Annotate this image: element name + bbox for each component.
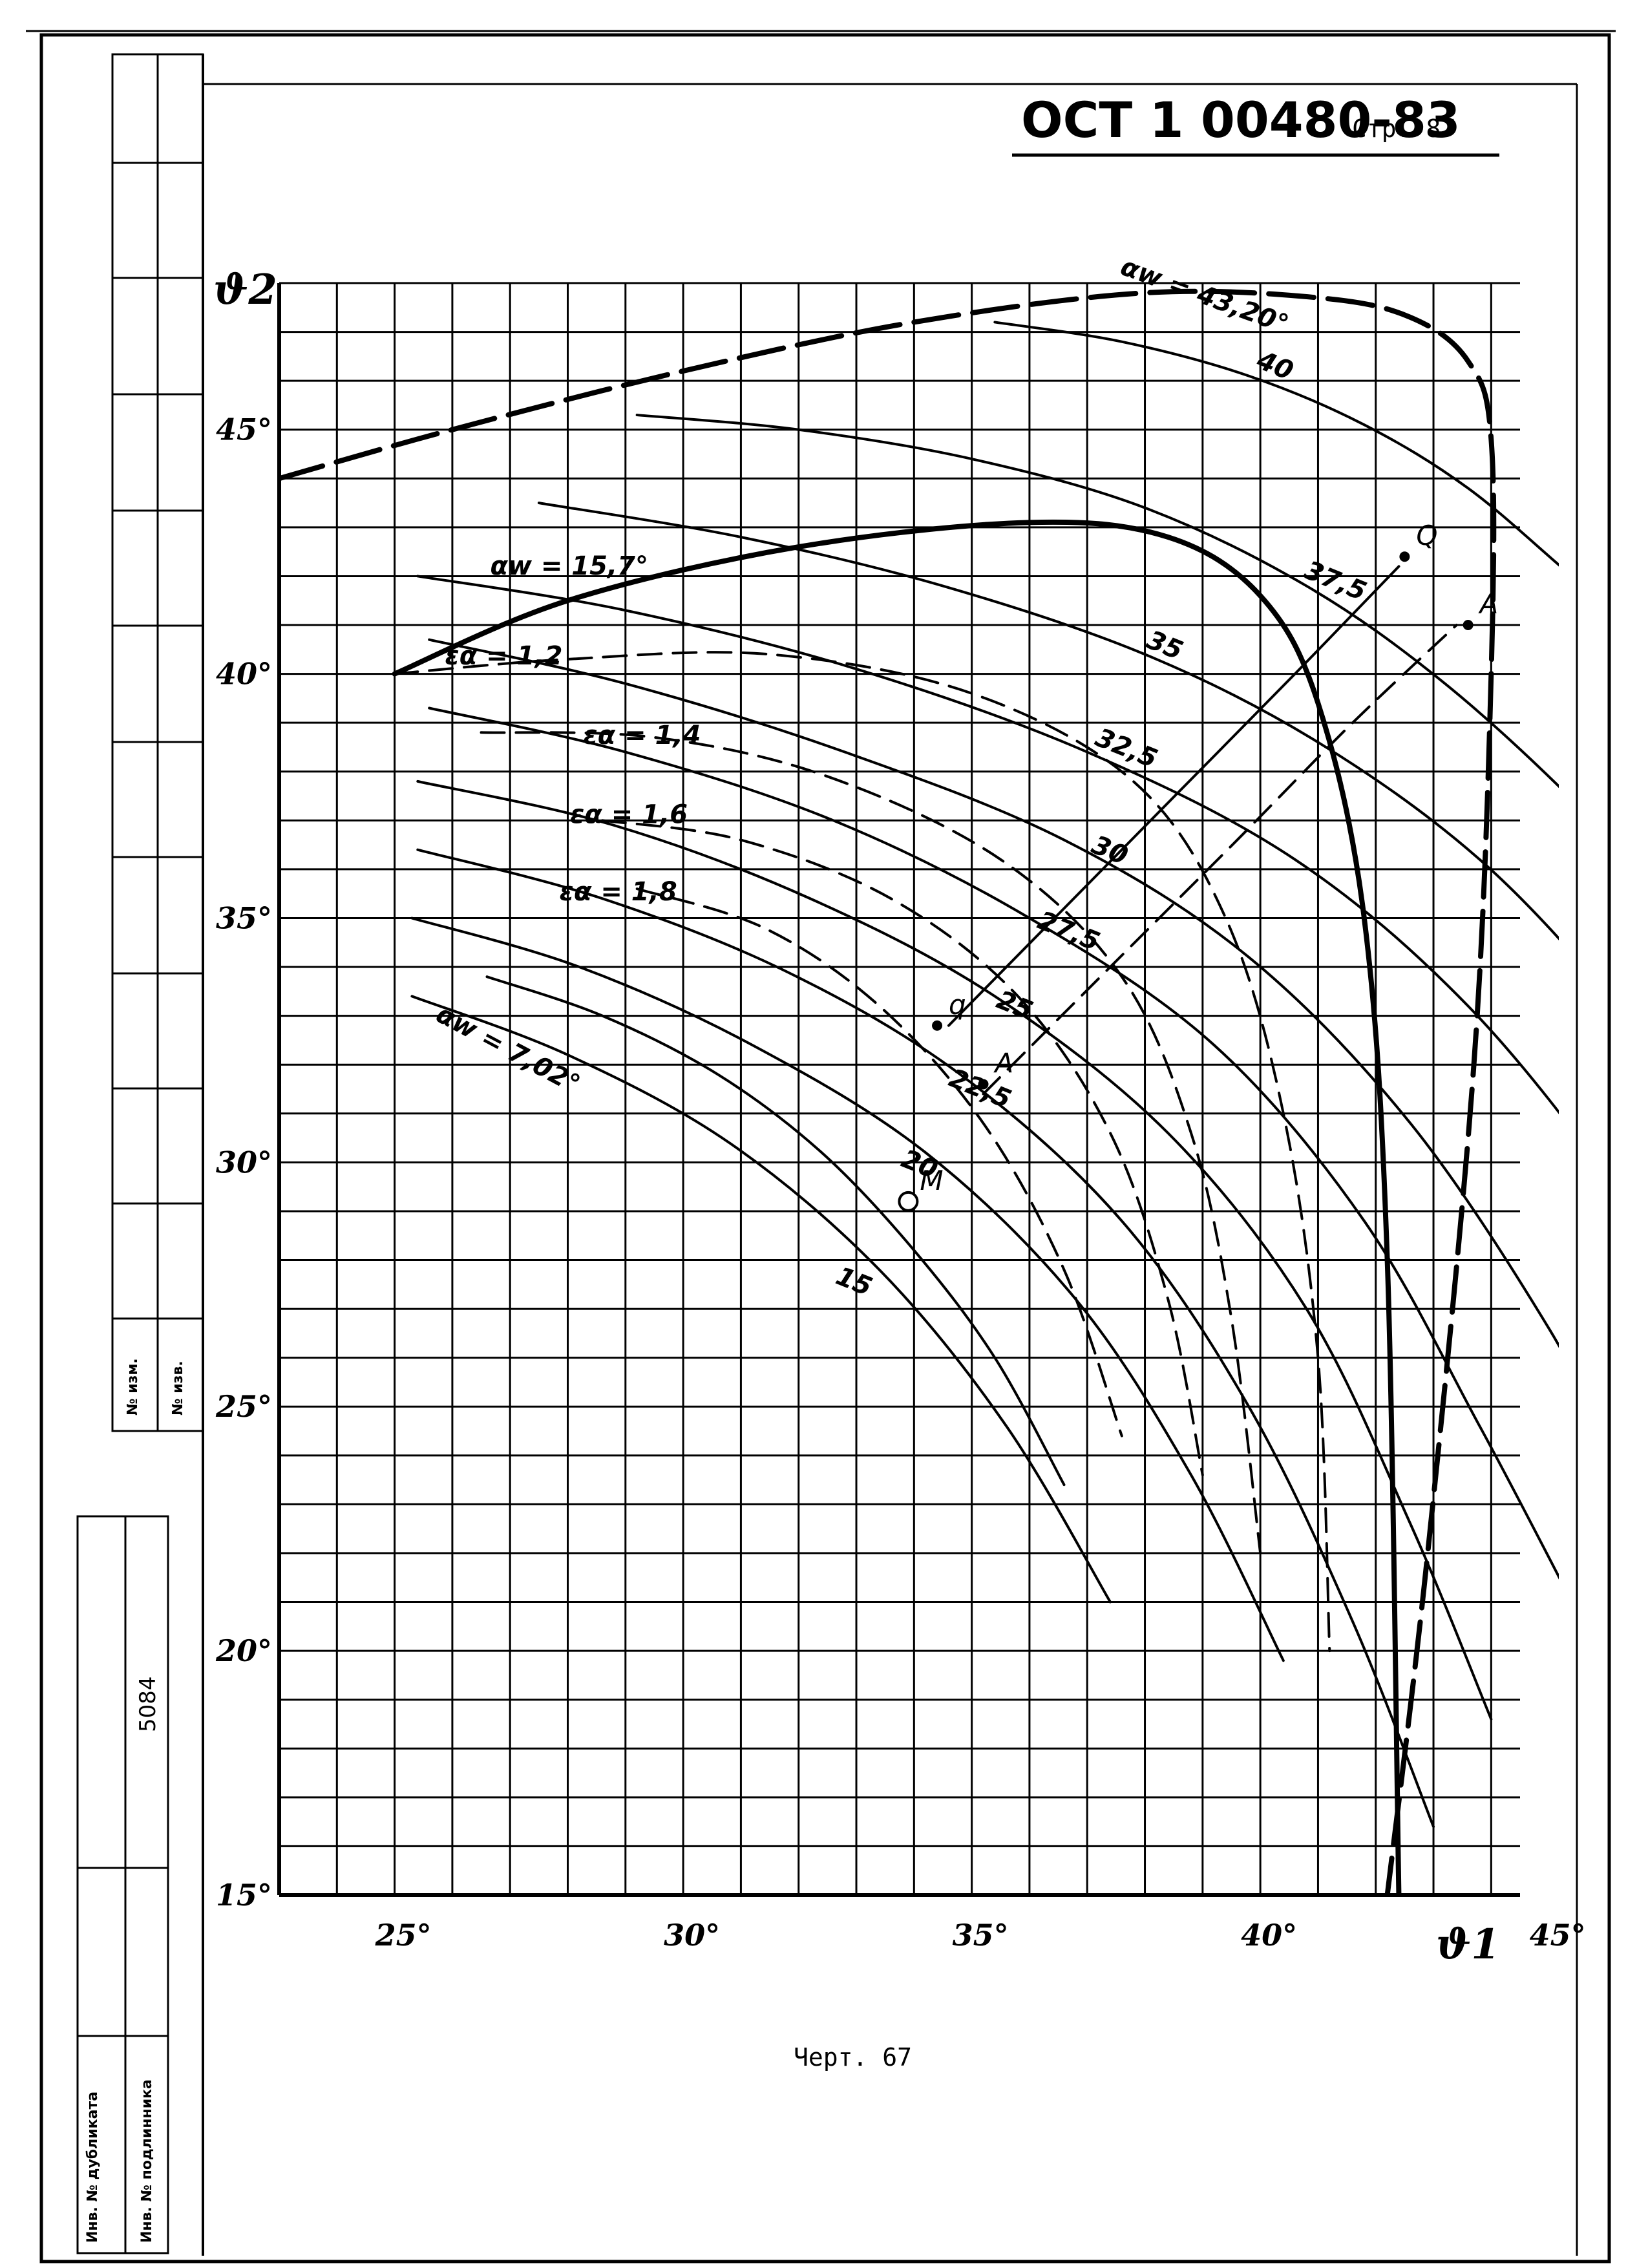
chart-tick-labels: 25° 30° 35° 40° 45° 15° 20° 25° 30° 35° 40° 45° — [215, 412, 1586, 1953]
chart-axes — [277, 283, 1520, 1897]
series-line-6 — [416, 779, 1493, 1721]
stamp-change-no: № изм. — [125, 1358, 141, 1415]
point-marker-M — [898, 1191, 919, 1212]
curve-label-10: αw = 43,20° — [1117, 251, 1293, 339]
point-label-4: M — [920, 1165, 943, 1196]
stamp-original-inv: Инв. № подлинника — [139, 2079, 155, 2243]
stamp-notice-no: № изв. — [170, 1361, 186, 1415]
document-code: ОСТ 1 00480-83 — [1021, 91, 1461, 149]
y-tick-label: 45° — [216, 412, 272, 447]
curve-label-12: εα = 1,2 — [445, 641, 563, 671]
y-tick-label: 35° — [216, 900, 272, 935]
axis-y-symbol: ϑ2 — [213, 266, 277, 314]
point-marker-3 — [978, 1079, 989, 1090]
series-line-12 — [393, 651, 1331, 1653]
chart: 25° 30° 35° 40° 45° 15° 20° 25° 30° 35° 40° 45° Q Aq… — [215, 251, 1586, 1953]
curve-label-14: εα = 1,6 — [570, 800, 688, 829]
series-line-5 — [428, 706, 1559, 1580]
point-marker-1 — [1463, 620, 1474, 631]
series-line-14 — [601, 819, 1204, 1477]
series-line-7 — [416, 848, 1435, 1828]
x-tick-label: 30° — [664, 1918, 720, 1953]
curve-label-1: 37,5 — [1300, 555, 1371, 607]
curve-label-9: 15 — [832, 1261, 876, 1302]
series-line-8 — [410, 917, 1285, 1662]
x-tick-label: 45° — [1530, 1918, 1586, 1953]
curve-label-3: 32,5 — [1091, 723, 1161, 774]
figure-caption: Черт. 67 — [794, 2043, 912, 2072]
point-label-2: q — [949, 989, 966, 1021]
curve-label-15: εα = 1,8 — [560, 877, 677, 907]
curve-label-2: 35 — [1143, 625, 1187, 666]
series-line-10 — [279, 288, 1497, 1895]
point-label-1: A — [1478, 588, 1499, 620]
series-line-17 — [947, 565, 1400, 1027]
y-tick-label: 20° — [215, 1633, 272, 1668]
stamp-inventory-number: 5084 — [135, 1676, 161, 1732]
series-line-13 — [480, 731, 1262, 1554]
series-line-4 — [428, 638, 1559, 1348]
series-line-9 — [410, 995, 1112, 1604]
x-tick-label: 25° — [375, 1918, 432, 1953]
curve-label-11: αw = 15,7° — [491, 551, 649, 581]
chart-curves — [279, 288, 1559, 1895]
curve-label-13: εα = 1,4 — [583, 721, 701, 750]
axis-x-symbol: ϑ1 — [1436, 1920, 1500, 1969]
series-line-1 — [635, 414, 1559, 789]
y-tick-label: 30° — [216, 1145, 272, 1180]
curve-label-16: αw = 7,02° — [431, 999, 584, 1099]
series-line-11 — [392, 519, 1402, 1895]
stamp-duplicate-inv: Инв. № дубликата — [85, 2092, 101, 2243]
curve-label-4: 30 — [1088, 830, 1132, 871]
series-line-0 — [993, 321, 1559, 567]
y-tick-label: 40° — [216, 657, 272, 692]
y-tick-label: 25° — [215, 1389, 272, 1424]
series-line-18 — [982, 624, 1458, 1096]
series-line-15 — [635, 887, 1123, 1437]
page-frame — [39, 33, 1611, 2263]
series-line-3 — [416, 575, 1559, 1114]
margin-stamp-upper — [111, 53, 204, 1432]
y-tick-label: 15° — [216, 1878, 272, 1913]
x-tick-label: 40° — [1241, 1918, 1297, 1953]
series-line-2 — [537, 502, 1559, 940]
point-label-3: A — [993, 1047, 1013, 1079]
x-tick-label: 35° — [953, 1918, 1009, 1953]
chart-grid — [278, 282, 1520, 1896]
point-marker-0 — [1399, 551, 1410, 562]
margin-stamp-lower — [76, 1515, 169, 2254]
point-label-0: Q — [1416, 520, 1437, 551]
page-number: Стр. 87 — [1352, 114, 1455, 143]
point-marker-2 — [932, 1020, 943, 1031]
series-line-16 — [485, 975, 1066, 1487]
